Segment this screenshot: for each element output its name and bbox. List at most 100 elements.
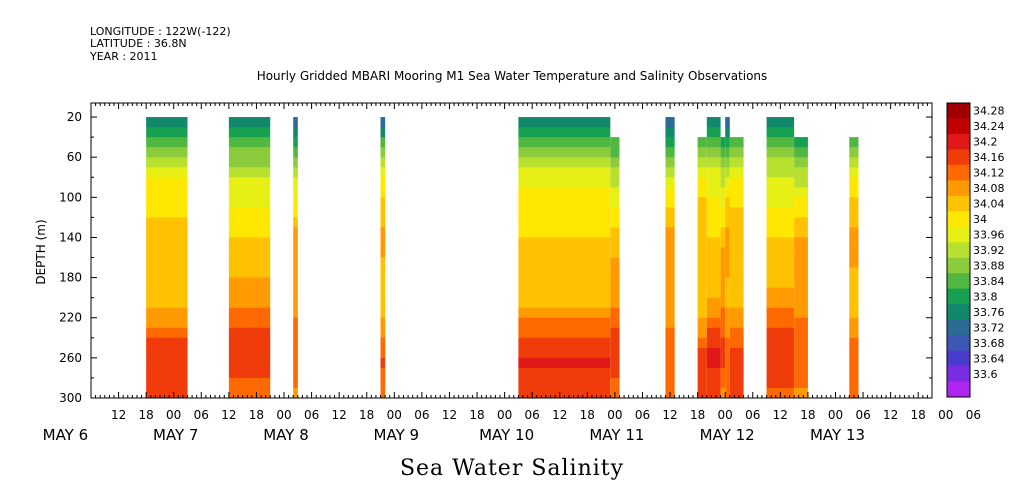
data-cell (794, 227, 808, 238)
data-cell (518, 277, 611, 289)
data-cell (665, 327, 675, 339)
colorbar-swatch (947, 381, 970, 398)
data-segment (228, 117, 271, 399)
data-cell (380, 387, 386, 399)
data-cell (725, 137, 730, 148)
colorbar-swatch (947, 149, 970, 166)
data-cell (610, 287, 620, 299)
data-cell (380, 247, 386, 259)
data-cell (849, 137, 859, 148)
data-cell (665, 227, 675, 238)
data-cell (794, 167, 808, 178)
data-cell (766, 317, 795, 329)
data-cell (610, 207, 620, 218)
data-cell (380, 117, 386, 128)
data-cell (729, 157, 744, 168)
data-cell (720, 287, 726, 299)
x-day-label: MAY 11 (589, 426, 644, 444)
colorbar-label: 34.2 (973, 136, 998, 149)
data-cell (380, 267, 386, 279)
data-cell (725, 347, 730, 359)
data-cell (518, 257, 611, 269)
data-cell (380, 337, 386, 349)
data-cell (766, 377, 795, 389)
data-cell (665, 337, 675, 349)
data-cell (293, 197, 298, 208)
data-cell (794, 387, 808, 399)
colorbar-label: 34.28 (973, 105, 1005, 118)
x-day-label: MAY 13 (810, 426, 865, 444)
data-cell (665, 127, 675, 138)
data-cell (706, 287, 721, 299)
data-cell (380, 367, 386, 379)
data-cell (228, 247, 271, 259)
data-segment (720, 137, 726, 399)
x-day-label: MAY 9 (374, 426, 420, 444)
colorbar-swatch (947, 226, 970, 243)
data-cell (293, 367, 298, 379)
data-cell (725, 177, 730, 188)
data-cell (849, 167, 859, 178)
data-cell (610, 247, 620, 259)
data-cell (228, 227, 271, 238)
data-cell (228, 367, 271, 379)
colorbar-swatch (947, 366, 970, 382)
data-cell (518, 297, 611, 309)
data-cell (228, 147, 271, 158)
x-tick-label: 18 (359, 408, 374, 422)
data-cell (766, 197, 795, 208)
data-cell (729, 197, 744, 208)
data-cell (697, 257, 707, 269)
data-cell (380, 347, 386, 359)
data-cell (794, 267, 808, 279)
data-cell (725, 247, 730, 259)
data-cell (720, 297, 726, 309)
data-segment (794, 137, 808, 399)
data-cell (729, 337, 744, 349)
data-cell (849, 157, 859, 168)
data-cell (146, 337, 188, 349)
data-cell (228, 167, 271, 178)
data-cell (725, 187, 730, 198)
data-cell (766, 227, 795, 238)
y-tick-label: 140 (59, 231, 82, 245)
data-cell (610, 257, 620, 269)
data-cell (725, 327, 730, 339)
data-cell (794, 377, 808, 389)
data-cell (380, 227, 386, 238)
data-cell (665, 197, 675, 208)
data-segment (293, 117, 298, 399)
data-cell (720, 337, 726, 349)
data-cell (293, 337, 298, 349)
data-cell (518, 267, 611, 279)
data-cell (518, 157, 611, 168)
data-cell (293, 267, 298, 279)
data-cell (610, 147, 620, 158)
data-cell (720, 317, 726, 329)
data-cell (518, 227, 611, 238)
data-cell (518, 337, 611, 349)
data-cell (610, 327, 620, 339)
data-cell (665, 167, 675, 178)
data-cell (706, 177, 721, 188)
data-cell (766, 337, 795, 349)
year-label: YEAR : 2011 (89, 50, 158, 63)
data-cell (849, 287, 859, 299)
data-cell (706, 387, 721, 399)
data-cell (146, 147, 188, 158)
data-cell (766, 137, 795, 148)
data-cell (794, 307, 808, 319)
x-tick-label: 00 (938, 408, 953, 422)
data-cell (228, 377, 271, 389)
data-cell (766, 257, 795, 269)
x-tick-label: 18 (249, 408, 264, 422)
data-cell (610, 177, 620, 188)
data-cell (146, 127, 188, 138)
plot-frame (90, 102, 933, 399)
data-cell (610, 377, 620, 389)
data-cell (665, 277, 675, 289)
data-cell (697, 277, 707, 289)
data-cell (293, 297, 298, 309)
data-cell (610, 167, 620, 178)
